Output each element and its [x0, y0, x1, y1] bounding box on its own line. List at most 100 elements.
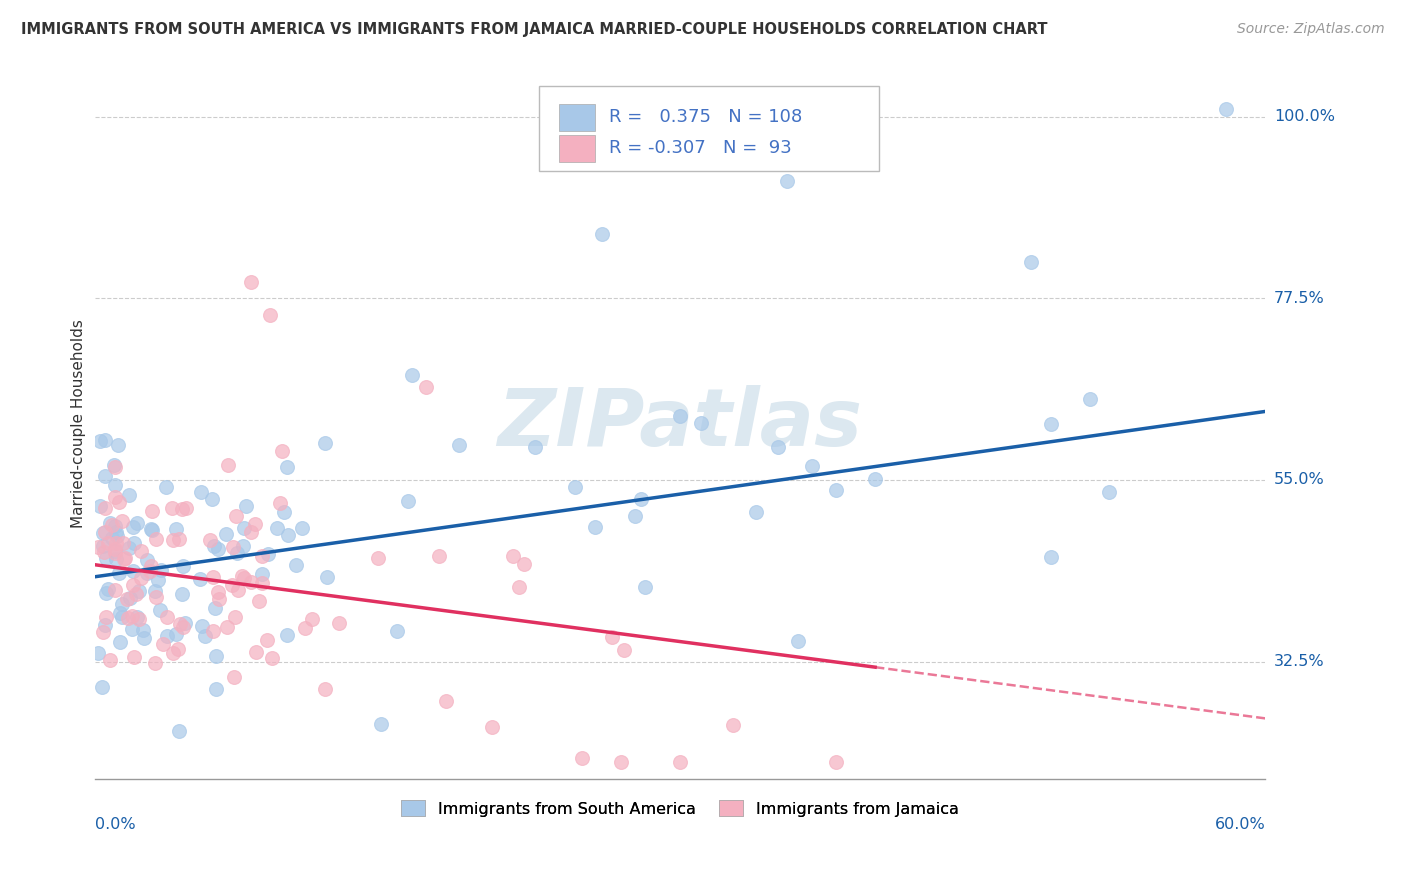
Point — [207, 584, 229, 599]
Point — [600, 630, 623, 644]
Point — [800, 458, 823, 473]
Point — [367, 550, 389, 565]
Point — [104, 478, 127, 492]
Point — [624, 509, 647, 524]
Point — [117, 611, 139, 625]
Point — [110, 606, 132, 620]
Point — [131, 543, 153, 558]
Point — [104, 460, 127, 475]
Point — [91, 539, 114, 553]
Point — [222, 540, 245, 554]
Point — [160, 500, 183, 515]
Point — [169, 617, 191, 632]
Text: R = -0.307   N =  93: R = -0.307 N = 93 — [609, 139, 792, 157]
Point — [122, 650, 145, 665]
Point — [634, 580, 657, 594]
Legend: Immigrants from South America, Immigrants from Jamaica: Immigrants from South America, Immigrant… — [401, 800, 959, 817]
Point — [127, 516, 149, 530]
Point — [250, 567, 273, 582]
Point — [152, 637, 174, 651]
Text: R =   0.375   N = 108: R = 0.375 N = 108 — [609, 108, 801, 126]
Point — [93, 468, 115, 483]
Point — [131, 623, 153, 637]
Point — [172, 559, 194, 574]
Point — [103, 458, 125, 472]
Point — [194, 629, 217, 643]
Point — [129, 571, 152, 585]
Point — [104, 544, 127, 558]
Point — [94, 501, 117, 516]
Point — [276, 460, 298, 475]
Point — [233, 571, 256, 585]
Point — [132, 632, 155, 646]
Point — [91, 624, 114, 639]
Point — [314, 681, 336, 696]
Text: 32.5%: 32.5% — [1274, 654, 1324, 669]
Point — [100, 516, 122, 530]
Point — [259, 308, 281, 322]
Text: ZIPatlas: ZIPatlas — [498, 384, 862, 463]
Point — [449, 438, 471, 452]
Point — [91, 526, 114, 541]
Point — [170, 502, 193, 516]
Point — [613, 642, 636, 657]
Point — [172, 620, 194, 634]
Point — [776, 174, 799, 188]
Point — [174, 616, 197, 631]
Point — [94, 618, 117, 632]
Point — [721, 717, 744, 731]
Point — [104, 490, 127, 504]
Point — [125, 587, 148, 601]
Point — [89, 434, 111, 449]
Point — [136, 553, 159, 567]
Point — [122, 536, 145, 550]
Point — [104, 583, 127, 598]
Point — [250, 549, 273, 564]
Point — [121, 608, 143, 623]
Point — [101, 517, 124, 532]
Point — [217, 620, 239, 634]
Point — [93, 545, 115, 559]
Point — [201, 492, 224, 507]
Point — [669, 409, 692, 424]
Point — [245, 644, 267, 658]
Point — [204, 649, 226, 664]
Point — [787, 634, 810, 648]
Point — [215, 526, 238, 541]
Point — [201, 570, 224, 584]
Point — [104, 551, 127, 566]
Point — [294, 621, 316, 635]
Point — [167, 724, 190, 739]
Point — [149, 603, 172, 617]
Point — [202, 539, 225, 553]
Point — [162, 646, 184, 660]
Point — [191, 618, 214, 632]
Point — [508, 580, 530, 594]
Point — [104, 546, 127, 560]
Point — [429, 549, 451, 564]
Point — [115, 591, 138, 606]
Point — [202, 624, 225, 639]
Point — [252, 576, 274, 591]
Point — [91, 680, 114, 694]
Point — [111, 514, 134, 528]
Point — [162, 533, 184, 547]
Point — [1039, 417, 1062, 431]
Point — [564, 480, 586, 494]
Point — [401, 368, 423, 382]
Point — [277, 528, 299, 542]
Point — [125, 609, 148, 624]
Point — [370, 717, 392, 731]
Point — [204, 601, 226, 615]
Point — [583, 519, 606, 533]
Point — [208, 592, 231, 607]
Point — [174, 501, 197, 516]
Point — [502, 549, 524, 564]
Point — [256, 633, 278, 648]
Point — [141, 504, 163, 518]
Point — [122, 578, 145, 592]
Point — [128, 584, 150, 599]
Point — [139, 558, 162, 573]
Point — [122, 565, 145, 579]
Point — [145, 590, 167, 604]
